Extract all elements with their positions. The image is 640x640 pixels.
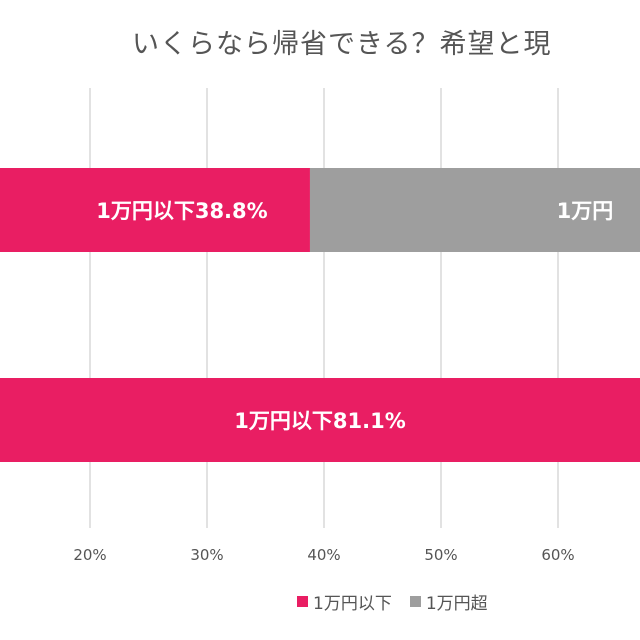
bar-label-row1-series1: 1万円以下38.8% bbox=[96, 199, 267, 223]
x-tick-label-0: 20% bbox=[73, 546, 106, 564]
bar-row1-series2 bbox=[309, 168, 640, 252]
bars bbox=[0, 168, 640, 462]
legend-swatch-series-2 bbox=[409, 596, 421, 607]
legend-item-series-2: 1万円超 bbox=[409, 589, 488, 614]
bar-row1-series1 bbox=[0, 168, 310, 252]
legend-label-series-2: 1万円超 bbox=[425, 594, 488, 614]
x-tick-label-4: 60% bbox=[541, 546, 574, 564]
x-tick-label-1: 30% bbox=[190, 546, 223, 564]
bar-labels: 1万円以下38.8% 1万円 1万円以下81.1% bbox=[96, 199, 613, 433]
bar-label-row1-series2: 1万円 bbox=[557, 199, 614, 223]
chart-title: いくらなら帰省できる？希望と現 bbox=[132, 29, 552, 60]
bar-row2-series1 bbox=[0, 378, 640, 462]
bar-label-row2-series1: 1万円以下81.1% bbox=[234, 409, 405, 433]
legend-label-series-1: 1万円以下 bbox=[313, 594, 392, 614]
legend-item-series-1: 1万円以下 bbox=[297, 589, 392, 614]
x-tick-label-3: 50% bbox=[424, 546, 457, 564]
x-tick-label-2: 40% bbox=[307, 546, 340, 564]
x-axis-ticks: 20% 30% 40% 50% 60% bbox=[73, 546, 574, 564]
legend: 1万円以下 1万円超 bbox=[297, 589, 488, 614]
legend-swatch-series-1 bbox=[297, 596, 308, 607]
